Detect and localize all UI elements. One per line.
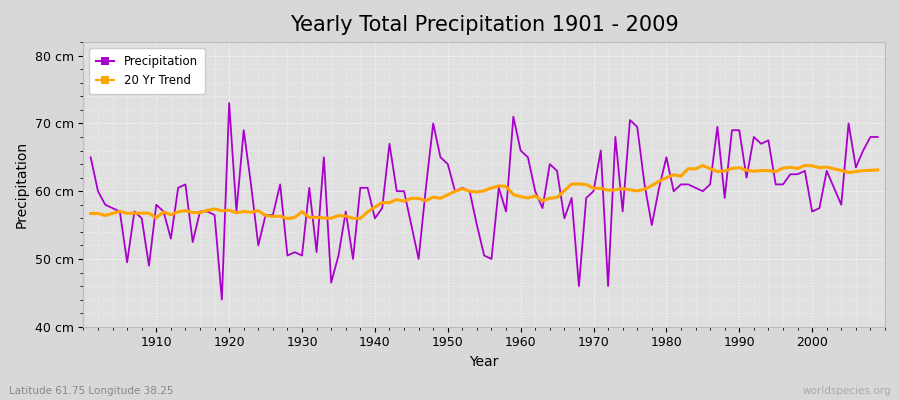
Text: Latitude 61.75 Longitude 38.25: Latitude 61.75 Longitude 38.25 — [9, 386, 174, 396]
X-axis label: Year: Year — [470, 355, 499, 369]
Title: Yearly Total Precipitation 1901 - 2009: Yearly Total Precipitation 1901 - 2009 — [290, 15, 679, 35]
Legend: Precipitation, 20 Yr Trend: Precipitation, 20 Yr Trend — [89, 48, 205, 94]
Text: worldspecies.org: worldspecies.org — [803, 386, 891, 396]
Y-axis label: Precipitation: Precipitation — [15, 141, 29, 228]
